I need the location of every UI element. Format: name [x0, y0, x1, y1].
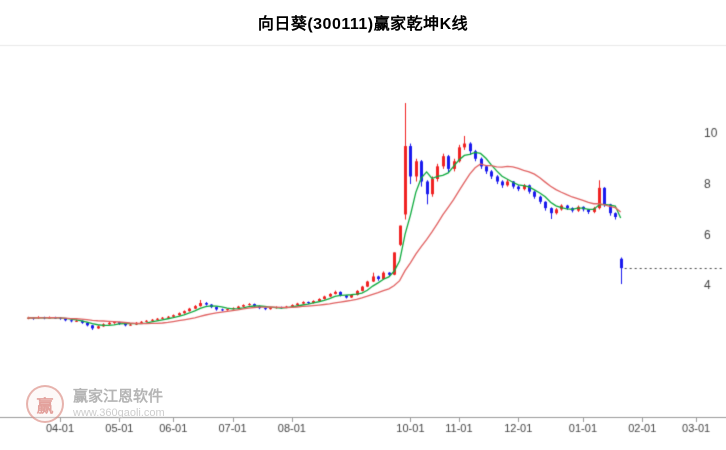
- brand-url: www.360gaoli.com: [73, 406, 165, 419]
- brand-name: 赢家江恩软件: [73, 387, 164, 405]
- brand-logo-icon: 赢: [26, 385, 64, 423]
- brand-watermark: 赢 赢家江恩软件 www.360gaoli.com: [26, 385, 165, 423]
- chart-title: 向日葵(300111)赢家乾坤K线: [257, 16, 469, 33]
